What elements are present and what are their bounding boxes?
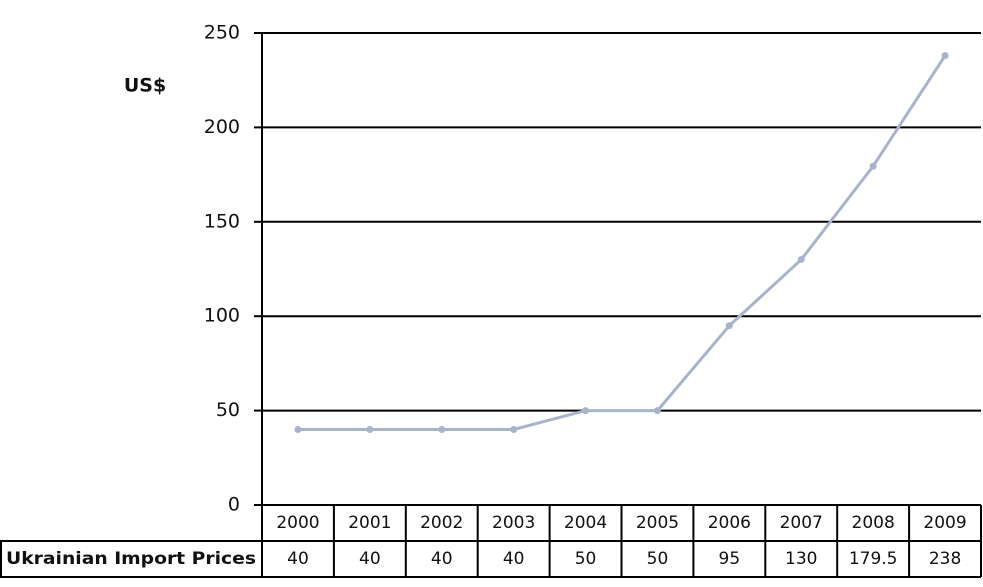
x-tick-label: 2007 (780, 513, 823, 533)
marker (438, 425, 446, 433)
marker (510, 425, 518, 433)
y-tick-label: 50 (216, 399, 240, 421)
x-tick-label: 2005 (636, 513, 679, 533)
table-value: 40 (503, 549, 525, 569)
y-tick-label: 0 (228, 494, 240, 516)
x-tick-label: 2002 (420, 513, 463, 533)
table-value: 40 (431, 549, 453, 569)
x-tick-label: 2003 (492, 513, 535, 533)
marker (725, 322, 733, 330)
table-value: 50 (575, 549, 597, 569)
x-tick-label: 2009 (923, 513, 966, 533)
table-value: 40 (359, 549, 381, 569)
y-axis-label: US$ (124, 75, 166, 97)
marker (653, 407, 661, 415)
y-tick-label: 200 (204, 116, 240, 138)
x-tick-label: 2000 (276, 513, 319, 533)
table-value: 130 (785, 549, 817, 569)
x-tick-label: 2004 (564, 513, 607, 533)
marker (582, 407, 590, 415)
line (297, 54, 947, 431)
marker (366, 425, 374, 433)
y-tick-label: 250 (204, 22, 240, 44)
table-value: 95 (719, 549, 741, 569)
marker (294, 425, 302, 433)
x-tick-label: 2006 (708, 513, 751, 533)
table-value: 238 (929, 549, 961, 569)
x-tick-label: 2001 (348, 513, 391, 533)
table-value: 40 (287, 549, 309, 569)
legend-label: Ukrainian Import Prices (6, 549, 256, 569)
y-tick-label: 150 (204, 210, 240, 232)
table-value: 179.5 (849, 549, 898, 569)
y-tick-label: 100 (204, 305, 240, 327)
x-tick-label: 2008 (852, 513, 895, 533)
marker (869, 162, 877, 170)
marker (941, 52, 949, 60)
table-value: 50 (647, 549, 669, 569)
marker (797, 256, 805, 264)
